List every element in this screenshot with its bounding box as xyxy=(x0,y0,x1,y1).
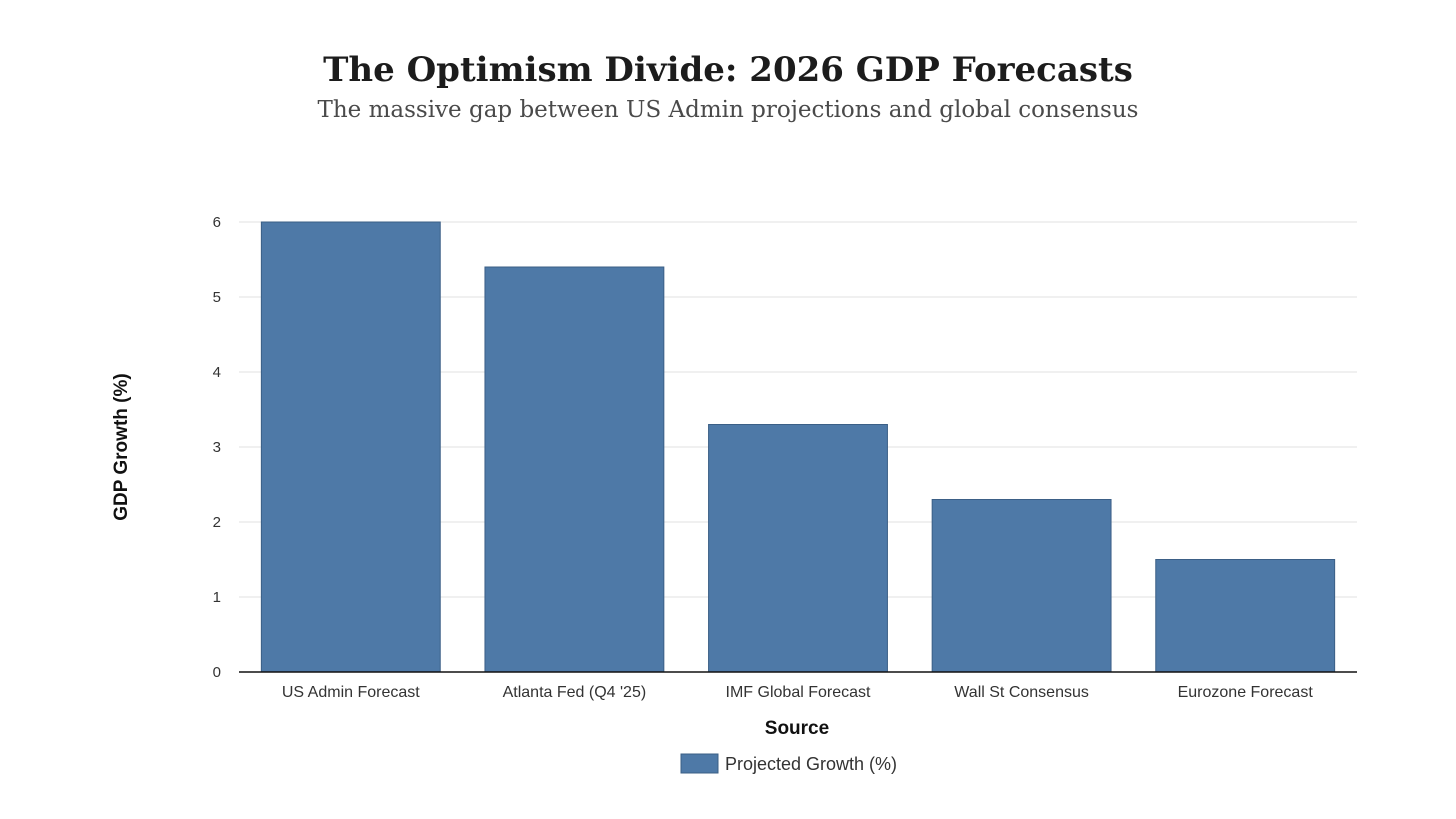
x-category-label: Atlanta Fed (Q4 '25) xyxy=(503,684,647,701)
bars xyxy=(260,221,1336,673)
x-category-label: IMF Global Forecast xyxy=(726,684,871,701)
legend: Projected Growth (%) xyxy=(680,753,897,774)
chart-title: The Optimism Divide: 2026 GDP Forecasts xyxy=(323,50,1133,90)
y-tick-label: 0 xyxy=(213,664,221,681)
bar-atlanta-fed-q4-25 xyxy=(484,266,665,673)
x-axis-labels: US Admin Forecast Atlanta Fed (Q4 '25) IMF… xyxy=(282,684,1313,701)
y-tick-label: 2 xyxy=(213,514,221,531)
chart-subtitle: The massive gap between US Admin project… xyxy=(317,97,1139,123)
y-tick-label: 3 xyxy=(213,439,221,456)
bar-wall-st-consensus xyxy=(931,499,1112,673)
x-category-label: Eurozone Forecast xyxy=(1178,684,1314,701)
bar-imf-global-forecast xyxy=(708,424,888,673)
y-tick-label: 1 xyxy=(213,589,221,606)
x-category-label: US Admin Forecast xyxy=(282,684,420,701)
x-axis-title: Source xyxy=(765,718,829,739)
legend-swatch xyxy=(680,753,719,774)
bar-us-admin-forecast xyxy=(260,221,441,673)
x-category-label: Wall St Consensus xyxy=(954,684,1089,701)
y-tick-label: 6 xyxy=(213,214,221,231)
bar-eurozone-forecast xyxy=(1155,559,1336,673)
legend-label: Projected Growth (%) xyxy=(725,754,897,774)
y-axis-title: GDP Growth (%) xyxy=(111,373,132,520)
y-axis-ticks: 0 1 2 3 4 5 6 xyxy=(213,214,221,681)
y-tick-label: 5 xyxy=(213,289,221,306)
y-tick-label: 4 xyxy=(213,364,221,381)
